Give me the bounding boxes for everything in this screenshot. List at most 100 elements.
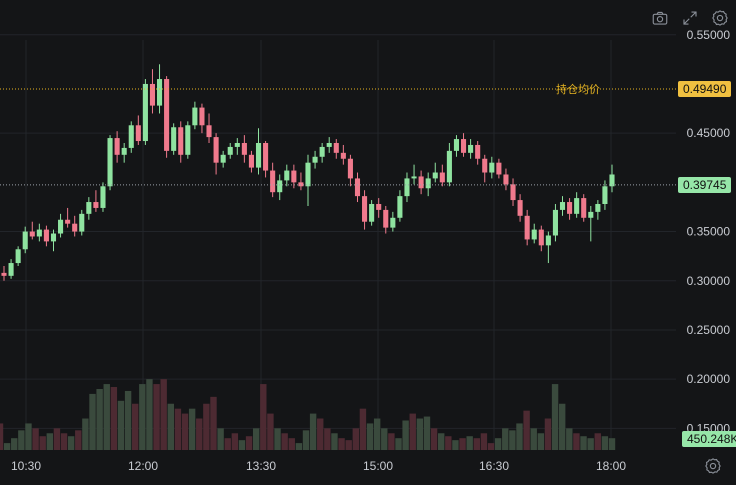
volume-bar [331,433,338,450]
candle-body [142,83,148,142]
volume-bar [160,379,167,450]
chart-toolbar [650,8,730,28]
candle-body [383,209,389,228]
candle-body [376,204,382,210]
expand-icon[interactable] [680,8,700,28]
volume-bar [260,384,267,450]
volume-bar [274,428,281,450]
candle-body [121,147,127,155]
volume-bar [0,423,4,450]
volume-bar [409,413,416,450]
candle-body [354,178,361,197]
candle-body [241,142,247,155]
candle-body [114,138,120,155]
candle-body [234,142,240,147]
volume-bar [317,418,324,450]
volume-bar [537,433,545,450]
volume-bar [338,438,345,450]
y-tick-label: 0.55000 [687,28,731,42]
volume-bar [203,403,210,450]
volume-bar [608,438,616,450]
volume-bar [566,428,573,450]
volume-bar [146,379,153,450]
candle-body [263,142,269,171]
volume-bar [388,433,395,450]
candle-body [312,156,318,163]
candle-body [178,127,184,155]
candle-body [79,213,85,232]
candle-body [397,196,403,218]
volume-bar [231,433,239,450]
candle-body [538,229,544,246]
candle-body [425,178,431,189]
candle-body [609,174,615,187]
gear-icon[interactable] [710,8,730,28]
x-tick-label: 16:30 [479,459,509,473]
candle-body [362,196,368,222]
y-tick-label: 0.35000 [687,225,731,239]
candle-body [482,158,488,173]
volume-bar [210,396,217,450]
volume-bar [487,443,495,450]
volume-bar [494,438,502,450]
reference-lines [0,88,676,186]
candle-body [248,154,254,168]
volume-bar [345,440,352,450]
volume-bar [11,438,18,450]
camera-icon[interactable] [650,8,670,28]
candle-body [192,107,198,126]
volume-bar [132,403,139,450]
candle-body [510,184,516,201]
x-tick-label: 13:30 [246,459,276,473]
volume-bar [423,416,431,450]
candle-body [595,204,601,212]
volume-bar [110,387,118,450]
candle-body [50,233,57,242]
axis-settings-icon[interactable] [704,457,722,475]
candle-body [86,202,92,214]
candle-body [552,209,558,236]
volume-bar [288,438,295,450]
volume-bar [324,428,331,450]
x-axis: 10:30 12:00 13:30 15:00 16:30 18:00 [11,459,626,473]
volume-bar [381,428,388,450]
volume-badge: 450.248K [682,431,736,447]
volume-bar [267,413,274,450]
candle-body [460,139,467,153]
candle-body [107,138,113,187]
volume-bar [75,430,82,450]
volume-bar [139,384,146,450]
candle-body [36,229,42,237]
y-tick-label: 0.25000 [687,323,731,337]
volume-bar [238,440,246,450]
volume-bar [252,428,260,450]
candle-body [270,170,276,193]
volume-bar [309,413,317,450]
candle-body [439,172,445,183]
volume-bar [67,436,75,450]
candle-body [29,231,35,237]
candle-body [58,219,64,234]
candle-body [135,125,141,142]
candle-body [340,152,346,159]
candle-body [277,180,283,193]
volume-bar [459,438,466,450]
volume-bar [466,436,473,450]
candle-body [22,231,28,250]
candle-body [545,235,551,246]
candle-body [128,125,134,148]
volume-bar [573,433,580,450]
avg-price-label: 持仓均价 [556,83,600,96]
volume-bar [366,423,374,450]
candle-body [93,202,99,208]
volume-bar [544,418,552,450]
volume-bar [473,438,480,450]
volume-bar [416,418,424,450]
volume-bar [117,400,125,450]
x-tick-label: 15:00 [363,459,393,473]
volume-bar [53,428,61,450]
volume-bar [445,436,452,450]
volume-bar [103,384,110,450]
candle-body [574,198,580,214]
